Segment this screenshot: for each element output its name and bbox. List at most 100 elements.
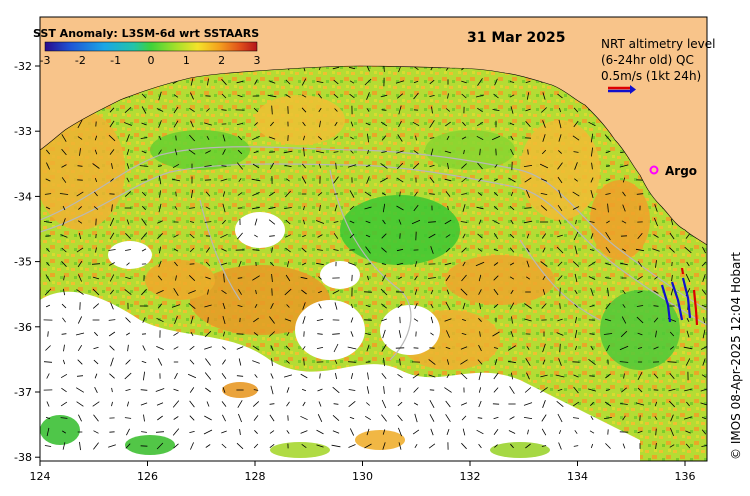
current-vector	[143, 371, 145, 381]
current-vector	[382, 329, 386, 339]
current-vector	[188, 290, 196, 294]
current-vector	[62, 359, 66, 365]
current-vector	[125, 389, 131, 391]
current-vector	[653, 305, 659, 307]
current-vector	[700, 402, 707, 406]
current-vector	[319, 204, 321, 212]
current-vector	[204, 330, 212, 338]
current-vector	[478, 318, 482, 322]
current-vector	[349, 233, 355, 239]
current-vector	[126, 134, 130, 142]
current-vector	[302, 401, 306, 407]
current-vector	[190, 92, 194, 100]
current-vector	[366, 386, 370, 394]
current-vector	[588, 358, 596, 366]
current-vector	[478, 443, 482, 449]
current-vector	[222, 315, 226, 325]
current-vector	[157, 303, 163, 309]
current-vector	[412, 373, 420, 379]
x-tick-label: 124	[30, 470, 51, 483]
current-vector	[445, 247, 451, 253]
current-vector	[174, 261, 178, 267]
current-vector	[301, 78, 307, 86]
current-vector	[508, 360, 516, 364]
current-vector	[110, 302, 114, 310]
current-vector	[510, 330, 514, 338]
y-tick-label: -36	[14, 321, 32, 334]
current-vector	[494, 444, 498, 448]
current-vector	[623, 373, 625, 379]
current-vector	[700, 346, 707, 350]
current-vector	[157, 415, 163, 421]
current-vector	[155, 388, 165, 392]
current-vector	[510, 106, 514, 114]
current-vector	[574, 273, 578, 283]
current-vector	[222, 219, 226, 225]
current-vector	[460, 346, 468, 350]
current-vector	[525, 358, 531, 366]
current-vector	[702, 358, 706, 366]
sparse-sst-pixels	[40, 382, 550, 458]
current-vector	[542, 92, 546, 100]
current-vector	[253, 332, 259, 336]
current-vector	[381, 303, 387, 309]
current-vector	[173, 248, 179, 252]
current-vector	[190, 120, 194, 128]
current-vector	[318, 303, 322, 309]
y-axis: -32 -33 -34 -35 -36 -37 -38	[14, 60, 40, 464]
current-vector	[46, 373, 50, 379]
current-vector	[366, 92, 370, 100]
current-vector	[140, 389, 148, 391]
current-vector	[526, 92, 530, 100]
current-vector	[572, 417, 580, 419]
current-vector	[76, 375, 84, 377]
current-vector	[268, 219, 276, 225]
current-vector	[252, 192, 260, 196]
current-vector	[286, 360, 290, 364]
current-vector	[477, 162, 483, 170]
current-vector	[588, 261, 596, 267]
current-vector	[189, 233, 195, 239]
current-vector	[189, 359, 195, 365]
current-vector	[573, 445, 579, 447]
current-vector	[205, 261, 211, 267]
current-vector	[92, 303, 100, 309]
current-vector	[619, 361, 629, 363]
current-vector	[684, 246, 692, 254]
current-vector	[110, 178, 114, 182]
current-vector	[653, 346, 659, 350]
current-vector	[189, 247, 195, 253]
current-vector	[220, 262, 228, 266]
current-vector	[541, 414, 547, 422]
current-vector	[509, 276, 515, 280]
current-vector	[605, 193, 611, 195]
current-vector	[141, 248, 147, 252]
current-vector	[655, 442, 657, 450]
current-vector	[318, 163, 322, 169]
current-vector	[702, 274, 706, 282]
plot-border	[39, 16, 708, 462]
current-vector	[364, 415, 372, 421]
current-vector	[271, 273, 273, 283]
current-vector	[60, 401, 68, 407]
current-vector	[590, 133, 594, 143]
current-vector	[381, 151, 387, 153]
current-vector	[606, 220, 610, 224]
current-vector	[79, 441, 81, 451]
map-title: SST Anomaly: L3SM-6d wrt SSTAARS	[33, 27, 259, 40]
current-vector	[205, 150, 211, 154]
current-vector	[77, 260, 83, 268]
current-vector	[143, 414, 145, 422]
current-vector	[222, 203, 226, 213]
current-vector	[300, 430, 308, 434]
current-vector	[206, 108, 210, 112]
current-vector	[44, 288, 52, 296]
current-vector	[317, 388, 323, 392]
current-vector	[365, 304, 371, 308]
current-vector	[175, 191, 177, 197]
current-vector	[124, 289, 132, 295]
current-vector	[141, 179, 147, 181]
current-vector	[524, 177, 532, 183]
current-vector	[669, 247, 675, 253]
current-vector	[62, 205, 66, 211]
